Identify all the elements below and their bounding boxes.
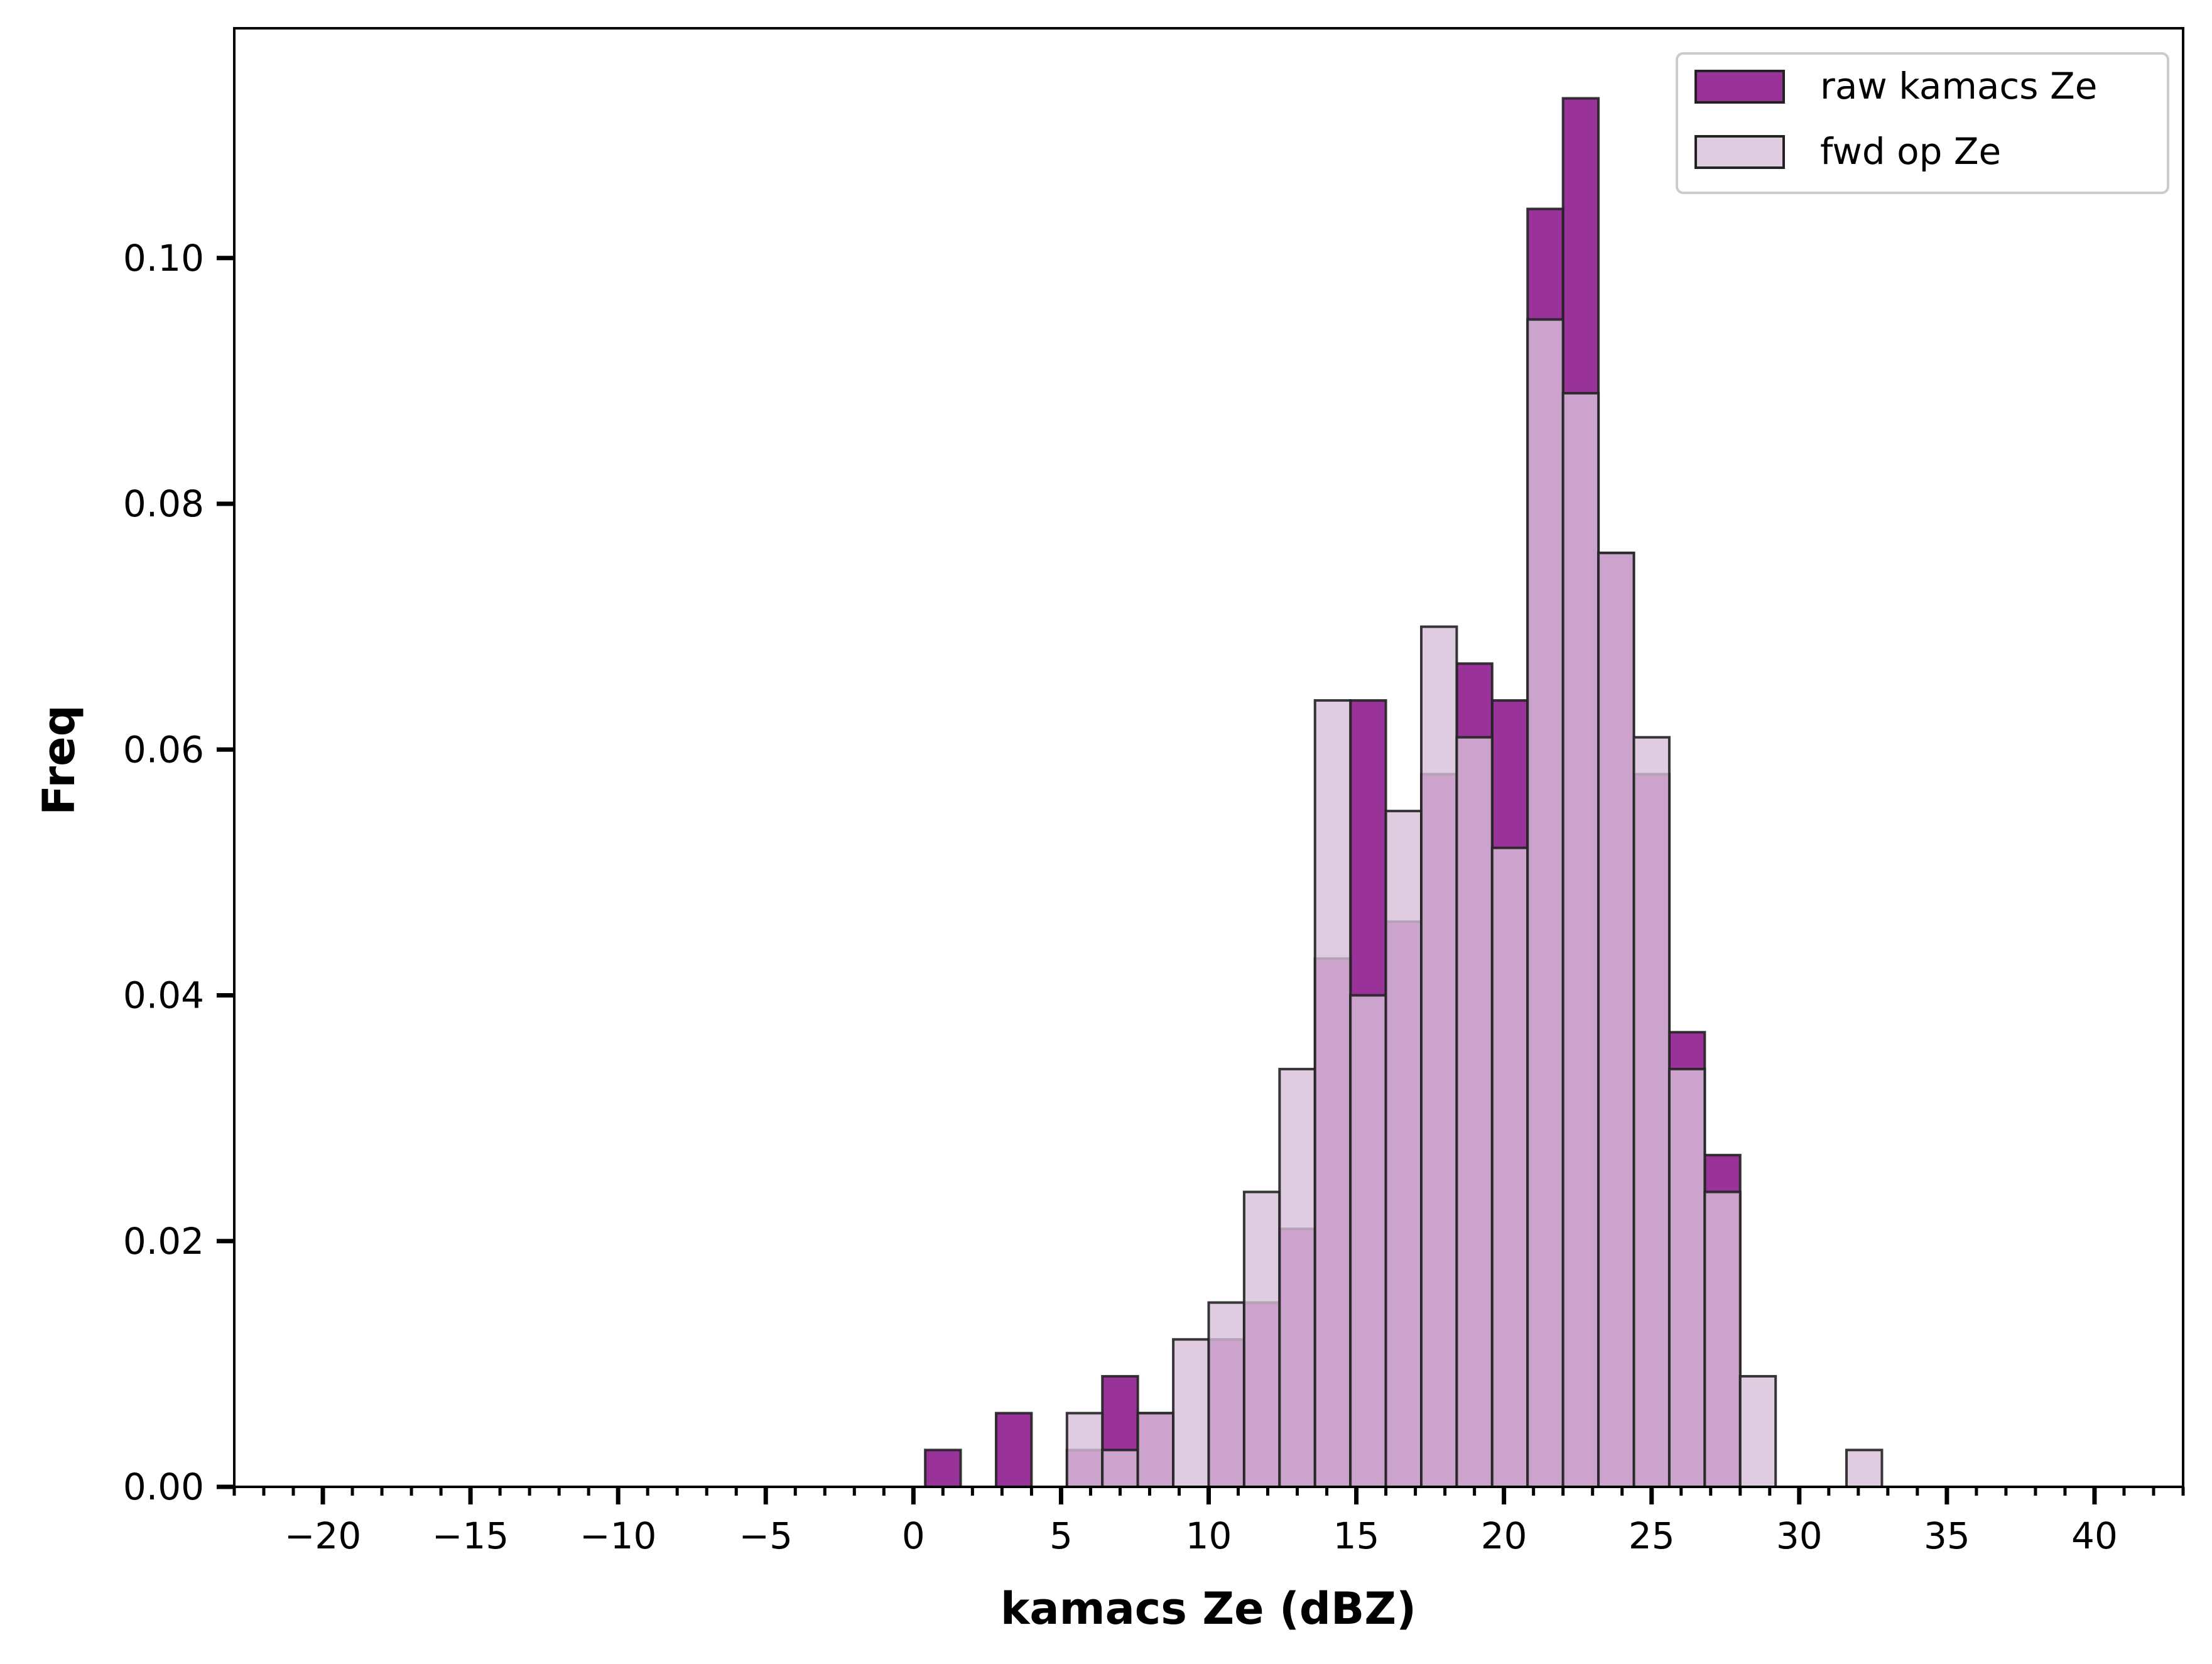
y-axis-label: Freq bbox=[33, 705, 85, 815]
legend-label-fwd: fwd op Ze bbox=[1820, 130, 2001, 173]
y-tick-label: 0.04 bbox=[123, 974, 204, 1017]
bars-layer bbox=[924, 97, 1884, 1489]
x-tick-label: 5 bbox=[1049, 1514, 1073, 1557]
y-tick-label: 0.08 bbox=[123, 482, 204, 525]
histogram-bar bbox=[1561, 391, 1600, 1489]
histogram-bar bbox=[994, 1411, 1033, 1488]
histogram-bar bbox=[1242, 1190, 1281, 1489]
histogram-bar bbox=[1632, 736, 1671, 1488]
histogram-bar bbox=[1738, 1374, 1777, 1488]
y-tick-label: 0.06 bbox=[123, 728, 204, 771]
legend: raw kamacs Ze fwd op Ze bbox=[1676, 52, 2169, 194]
x-tick-label: 35 bbox=[1924, 1514, 1970, 1557]
x-axis-label: kamacs Ze (dBZ) bbox=[1000, 1583, 1416, 1634]
histogram-bar bbox=[1207, 1301, 1245, 1489]
legend-label-raw: raw kamacs Ze bbox=[1820, 65, 2097, 107]
y-tick-label: 0.02 bbox=[123, 1220, 204, 1263]
histogram-bar bbox=[1667, 1067, 1706, 1488]
histogram-bar bbox=[1703, 1190, 1742, 1489]
x-tick-label: 25 bbox=[1629, 1514, 1675, 1557]
x-tick-label: −15 bbox=[432, 1514, 509, 1557]
x-tick-label: −10 bbox=[580, 1514, 656, 1557]
histogram-bar bbox=[1278, 1067, 1316, 1488]
histogram-bar bbox=[1101, 1449, 1139, 1488]
histogram-bar bbox=[1065, 1411, 1104, 1488]
x-tick-label: 30 bbox=[1776, 1514, 1823, 1557]
x-tick-label: 0 bbox=[902, 1514, 925, 1557]
histogram-bar bbox=[1384, 810, 1423, 1488]
histogram-bar bbox=[1490, 846, 1529, 1489]
y-tick-label: 0.10 bbox=[123, 237, 204, 280]
y-tick-label: 0.00 bbox=[123, 1466, 204, 1508]
x-tick-label: 20 bbox=[1481, 1514, 1527, 1557]
legend-swatch-raw bbox=[1694, 70, 1785, 104]
legend-swatch-fwd bbox=[1694, 135, 1785, 169]
histogram-bar bbox=[1136, 1411, 1175, 1488]
x-tick-label: 40 bbox=[2071, 1514, 2118, 1557]
x-tick-label: −5 bbox=[739, 1514, 793, 1557]
histogram-bar bbox=[1313, 699, 1352, 1488]
y-axis-ticks: 0.00 0.02 0.04 0.06 0.08 0.10 bbox=[123, 237, 234, 1508]
series-1-bars bbox=[1065, 318, 1884, 1489]
x-axis-ticks: −20 −15 −10 −5 0 5 10 15 20 25 30 35 40 bbox=[232, 1487, 2185, 1557]
histogram-bar bbox=[1420, 625, 1458, 1488]
histogram-bar bbox=[924, 1449, 962, 1488]
histogram-bar bbox=[1526, 318, 1564, 1488]
x-tick-label: 15 bbox=[1333, 1514, 1380, 1557]
x-tick-label: −20 bbox=[285, 1514, 361, 1557]
histogram-bar bbox=[1597, 552, 1635, 1488]
legend-frame bbox=[1676, 52, 2169, 194]
histogram-bar bbox=[1172, 1338, 1210, 1488]
x-tick-label: 10 bbox=[1186, 1514, 1232, 1557]
histogram-bar bbox=[1349, 994, 1387, 1488]
histogram-bar bbox=[1455, 736, 1494, 1488]
histogram-bar bbox=[1845, 1449, 1884, 1488]
